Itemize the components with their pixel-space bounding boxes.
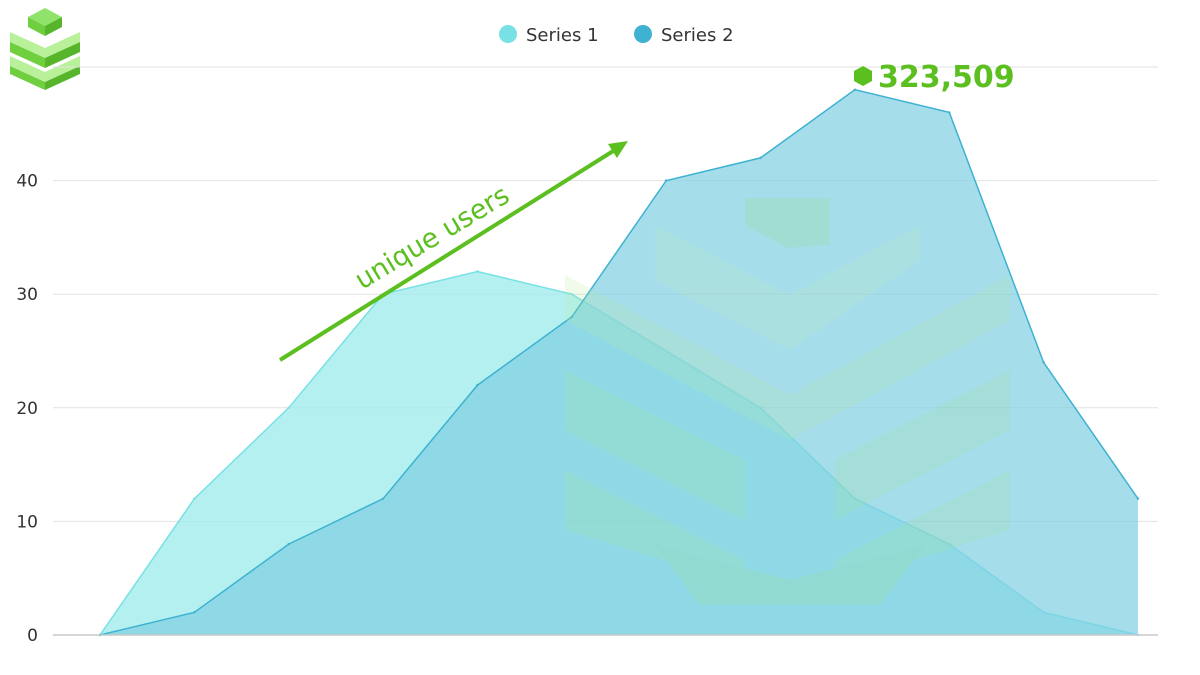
series-2-point-4 (476, 383, 479, 387)
legend-swatch-series-1 (499, 25, 517, 43)
series-2-line (99, 88, 1139, 636)
y-tick-label: 10 (16, 512, 38, 532)
series-2-point-3 (381, 497, 385, 500)
legend: Series 1 Series 2 (499, 25, 734, 46)
series-2-point-7 (759, 156, 762, 160)
series-1-point-1 (193, 497, 196, 500)
y-tick-label: 30 (16, 285, 38, 305)
arrow-head-icon (608, 141, 628, 158)
series-layer (98, 88, 1140, 637)
peak-callout: 323,509 (854, 60, 1015, 95)
series-2-point-1 (193, 611, 196, 614)
legend-swatch-series-2 (634, 25, 652, 43)
series-2-point-2 (287, 542, 290, 546)
series-2-point-9 (948, 111, 951, 114)
legend-label-series-2: Series 2 (661, 25, 734, 46)
y-axis: 0 10 20 30 40 (16, 172, 38, 646)
series-1-point-2 (287, 406, 290, 409)
y-tick-label: 0 (27, 626, 38, 646)
y-tick-label: 20 (16, 399, 38, 419)
series-1-point-4 (476, 270, 479, 273)
series-2-point-6 (664, 179, 668, 182)
legend-label-series-1: Series 1 (526, 25, 599, 46)
series-2-point-11 (1136, 497, 1140, 500)
y-tick-label: 40 (16, 172, 38, 192)
series-1-point-5 (570, 293, 574, 296)
series-2-point-10 (1042, 361, 1045, 364)
series-2-point-8 (853, 88, 857, 91)
hexagon-icon (854, 66, 872, 86)
peak-value: 323,509 (878, 60, 1015, 95)
series-2-area (100, 89, 1138, 635)
series-2-point-5 (570, 315, 574, 319)
watermark-logo-icon (565, 198, 1010, 605)
logo-icon (10, 8, 80, 90)
